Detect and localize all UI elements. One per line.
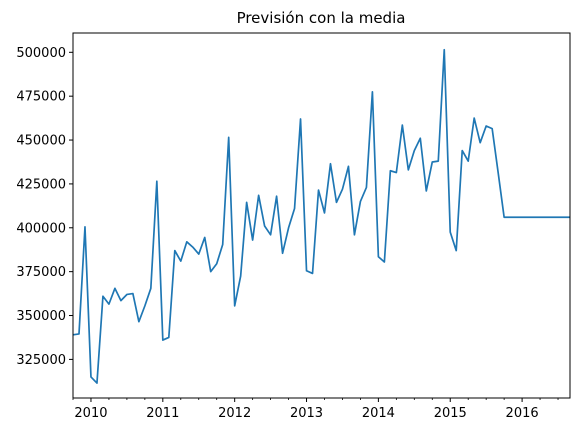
y-tick-label: 475000 xyxy=(16,90,66,105)
y-tick-label: 400000 xyxy=(16,221,66,236)
x-tick-label: 2014 xyxy=(362,406,395,421)
y-tick-label: 350000 xyxy=(16,309,66,324)
y-tick-label: 425000 xyxy=(16,177,66,192)
x-tick-label: 2013 xyxy=(290,406,323,421)
plot-area xyxy=(72,48,570,384)
x-tick-label: 2016 xyxy=(506,406,539,421)
x-tick-label: 2010 xyxy=(74,406,107,421)
plot-frame xyxy=(72,32,571,399)
chart-title: Previsión con la media xyxy=(237,9,406,27)
series-line xyxy=(72,48,570,384)
y-tick-label: 450000 xyxy=(16,134,66,149)
y-tick-label: 500000 xyxy=(16,46,66,61)
x-tick-label: 2012 xyxy=(218,406,251,421)
x-tick-label: 2015 xyxy=(434,406,467,421)
y-axis: 325000 350000 375000 400000 425000 450000 4750… xyxy=(16,46,73,368)
x-tick-label: 2011 xyxy=(146,406,179,421)
y-tick-label: 325000 xyxy=(16,353,66,368)
x-axis: 2010 2011 2012 2013 2014 2015 2016 xyxy=(72,398,559,421)
y-tick-label: 375000 xyxy=(16,265,66,280)
